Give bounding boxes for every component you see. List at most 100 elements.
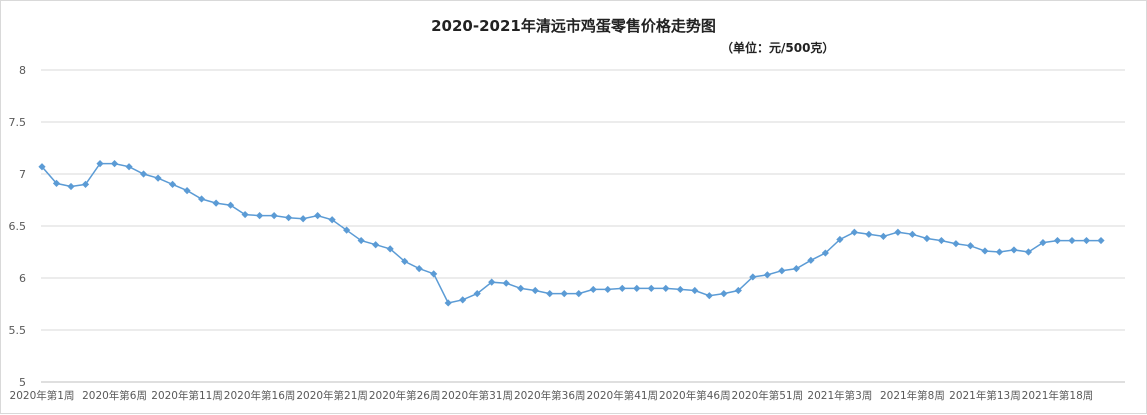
chart-title: 2020-2021年清远市鸡蛋零售价格走势图 <box>431 17 716 35</box>
data-point <box>647 284 655 292</box>
data-point <box>778 267 786 275</box>
data-point <box>517 284 525 292</box>
y-tick-label: 5.5 <box>9 324 27 337</box>
data-point <box>618 284 626 292</box>
x-tick-label: 2020年第41周 <box>586 389 658 402</box>
data-point <box>81 180 90 188</box>
y-tick-label: 6.5 <box>9 220 27 233</box>
x-tick-label: 2020年第6周 <box>82 389 147 402</box>
data-point <box>531 286 539 295</box>
data-point <box>807 256 815 264</box>
data-point <box>1024 248 1033 256</box>
data-point <box>212 199 220 207</box>
data-point <box>139 170 148 178</box>
data-point <box>226 201 235 209</box>
data-point <box>1082 236 1091 245</box>
data-point <box>168 180 177 188</box>
chart-subtitle: （单位：元/500克） <box>721 41 835 55</box>
x-tick-label: 2021年第18周 <box>1022 389 1094 402</box>
x-tick-label: 2020年第51周 <box>732 389 804 402</box>
data-point <box>575 290 583 298</box>
data-point <box>285 214 293 222</box>
data-point <box>328 216 336 224</box>
data-point <box>691 286 699 295</box>
x-tick-label: 2020年第21周 <box>296 389 368 402</box>
x-tick-label: 2020年第1周 <box>10 389 75 402</box>
data-point <box>821 249 829 257</box>
data-point <box>604 285 612 294</box>
data-point <box>749 273 757 281</box>
data-point <box>720 290 728 298</box>
x-tick-label: 2021年第8周 <box>880 389 945 402</box>
x-tick-label: 2021年第13周 <box>949 389 1021 402</box>
data-point <box>197 195 206 203</box>
data-point <box>763 271 771 279</box>
data-point <box>734 286 742 295</box>
x-tick-label: 2020年第36周 <box>514 389 586 402</box>
data-point <box>256 212 264 220</box>
data-point <box>38 163 46 171</box>
data-point <box>1053 236 1062 245</box>
data-point <box>488 278 496 286</box>
series-line <box>41 162 1101 304</box>
data-point <box>415 265 423 273</box>
data-point <box>952 240 960 248</box>
data-point <box>865 230 873 238</box>
data-point <box>1068 236 1076 245</box>
data-point <box>981 247 989 255</box>
x-tick-label: 2020年第31周 <box>441 389 513 402</box>
data-point <box>995 248 1004 256</box>
data-point <box>459 296 467 304</box>
data-point <box>401 257 409 265</box>
data-point <box>894 228 902 236</box>
data-point <box>372 241 380 249</box>
y-tick-label: 8 <box>19 64 26 77</box>
data-point <box>183 187 191 195</box>
data-point <box>52 179 61 187</box>
data-point <box>1010 246 1018 254</box>
data-point <box>502 279 510 287</box>
data-point <box>343 226 351 234</box>
data-point <box>67 182 75 191</box>
data-point <box>836 235 844 244</box>
data-point <box>937 236 946 245</box>
data-point <box>589 285 597 294</box>
data-point <box>850 228 858 236</box>
data-point <box>241 210 249 219</box>
x-tick-label: 2021年第3周 <box>807 389 872 402</box>
data-point <box>314 212 322 220</box>
data-point <box>923 234 931 243</box>
data-point <box>792 265 800 273</box>
data-point <box>110 160 119 168</box>
data-point <box>705 292 713 300</box>
data-point <box>633 284 641 292</box>
data-point <box>299 215 307 223</box>
x-tick-label: 2020年第26周 <box>369 389 441 402</box>
x-tick-label: 2020年第46周 <box>659 389 731 402</box>
data-point <box>966 242 975 250</box>
x-tick-label: 2020年第16周 <box>224 389 296 402</box>
y-tick-label: 7 <box>19 168 26 181</box>
data-point <box>546 290 554 298</box>
data-point <box>430 270 438 278</box>
data-point <box>908 230 917 238</box>
data-point <box>1039 239 1047 247</box>
data-point <box>386 245 394 253</box>
y-tick-label: 7.5 <box>9 116 27 129</box>
y-tick-label: 5 <box>19 376 26 389</box>
x-tick-label: 2020年第11周 <box>151 389 223 402</box>
data-point <box>1097 236 1105 245</box>
y-tick-label: 6 <box>19 272 26 285</box>
data-point <box>154 174 162 182</box>
data-point <box>560 290 568 298</box>
data-point <box>270 212 278 220</box>
data-point <box>662 284 670 292</box>
data-point <box>473 290 481 298</box>
data-point <box>125 163 133 171</box>
data-point <box>444 299 452 307</box>
data-point <box>357 236 365 245</box>
data-point <box>96 160 104 168</box>
data-point <box>879 232 887 240</box>
